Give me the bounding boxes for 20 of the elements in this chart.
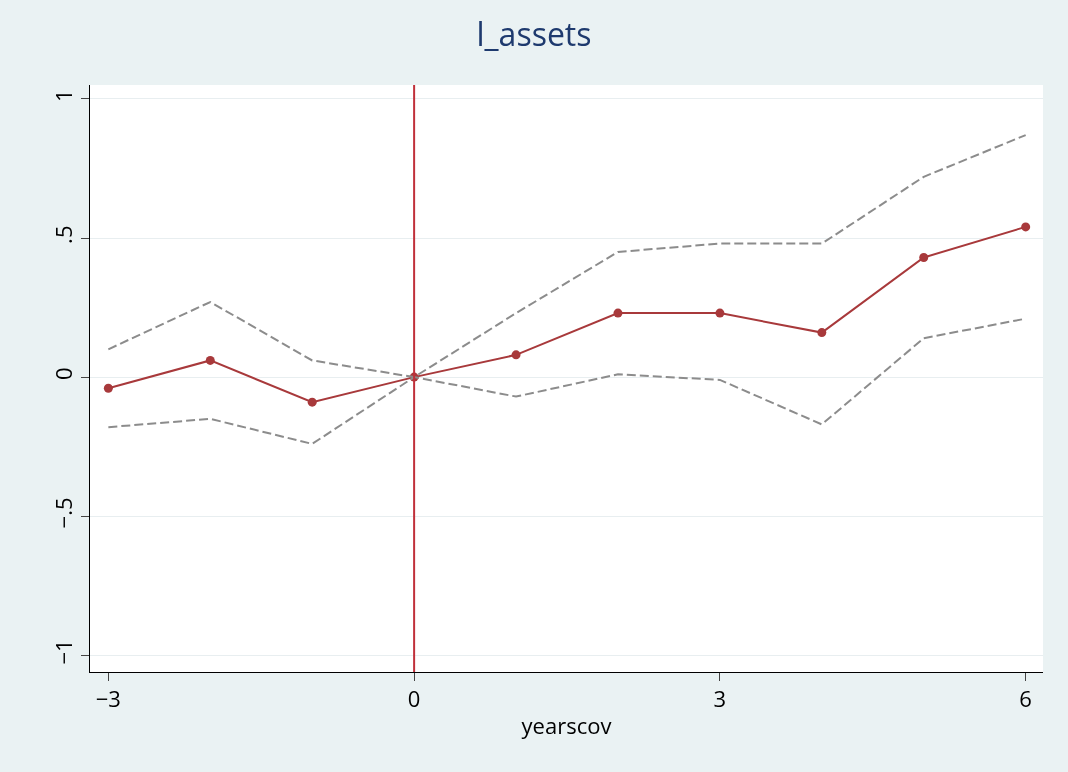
point bbox=[817, 328, 827, 338]
point bbox=[307, 397, 317, 407]
x-tick-label: 6 bbox=[1019, 683, 1032, 714]
y-tick-label: 1 bbox=[48, 89, 79, 102]
point bbox=[613, 308, 623, 318]
y-tick-label: −.5 bbox=[48, 497, 79, 529]
point bbox=[103, 383, 113, 393]
y-tick-label: 0 bbox=[48, 367, 79, 381]
point bbox=[205, 355, 215, 365]
point bbox=[1021, 222, 1031, 232]
x-tick-label: 3 bbox=[713, 683, 727, 714]
point bbox=[715, 308, 725, 318]
y-tick-label: .5 bbox=[48, 225, 79, 244]
point bbox=[511, 350, 521, 360]
y-tick-label: −1 bbox=[48, 639, 79, 665]
x-tick-label: −3 bbox=[95, 683, 121, 714]
x-tick-label: 0 bbox=[407, 683, 421, 714]
x-axis-title: yearscov bbox=[521, 710, 612, 741]
chart-title: l_assets bbox=[476, 11, 592, 55]
point bbox=[919, 252, 929, 262]
